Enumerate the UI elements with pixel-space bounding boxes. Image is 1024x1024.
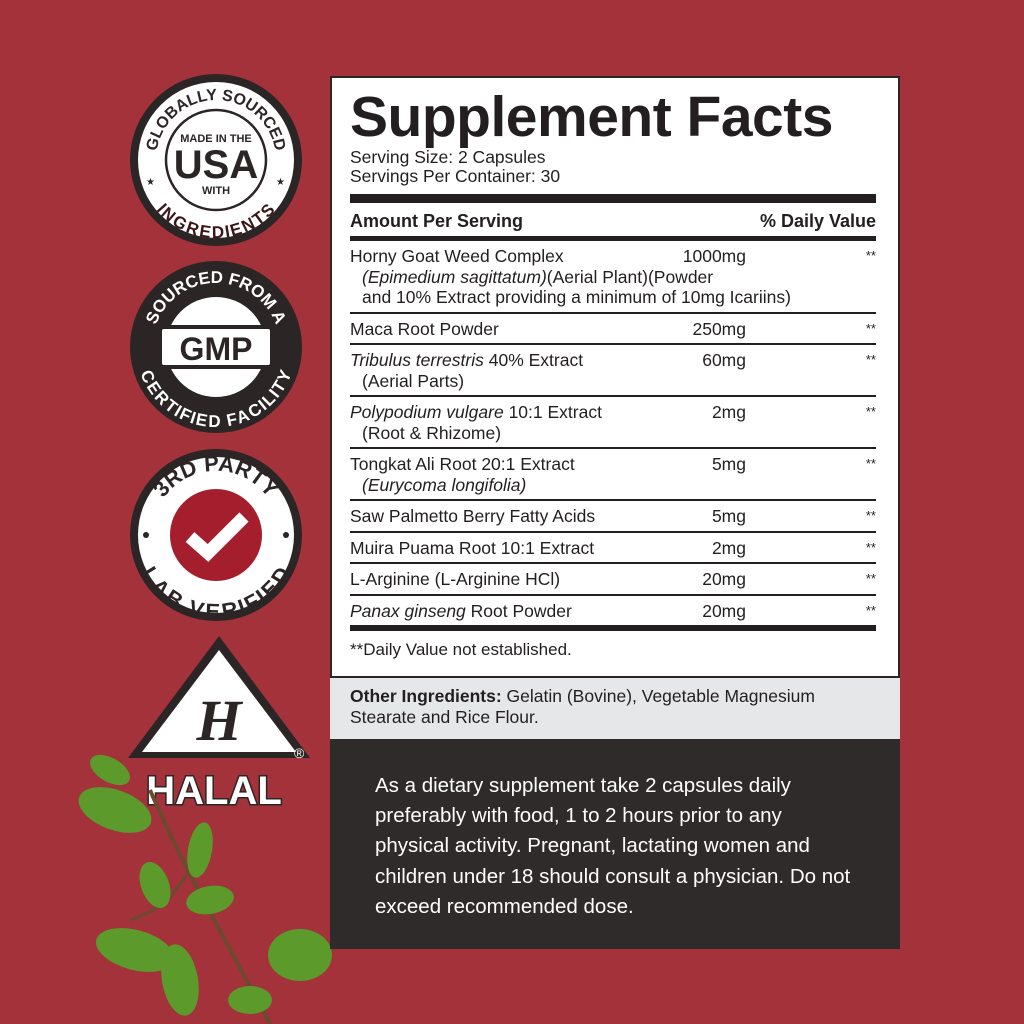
ingredient-name: Muira Puama Root 10:1 Extract (350, 538, 656, 559)
ingredient-detail: (Root & Rhizome) (350, 423, 876, 444)
ingredient-name: Tongkat Ali Root 20:1 Extract (350, 454, 656, 475)
other-ingredients: Other Ingredients: Gelatin (Bovine), Veg… (330, 678, 900, 739)
badge-usa: USA (174, 143, 258, 187)
serving-size: Serving Size: 2 Capsules (350, 147, 546, 167)
ingredient-name: Panax ginseng Root Powder (350, 601, 656, 622)
ingredient-name-italic: Tribulus terrestris (350, 350, 484, 370)
ingredient-name-text: Saw Palmetto Berry Fatty Acids (350, 506, 596, 526)
ingredient-detail-text: (Aerial Plant)(Powder (546, 266, 714, 287)
ingredient-name: Horny Goat Weed Complex (350, 246, 656, 267)
halal-badge: H HALAL ® (128, 636, 310, 812)
ingredient-row: Saw Palmetto Berry Fatty Acids 5mg ** (350, 501, 876, 533)
ingredient-row: Tongkat Ali Root 20:1 Extract 5mg ** (Euryc… (350, 449, 876, 501)
ingredient-detail-italic: (Epimedium sagittatum) (362, 266, 547, 287)
ingredient-row: Horny Goat Weed Complex 1000mg ** (Epimediu… (350, 241, 876, 314)
registered-mark: ® (294, 745, 305, 761)
ingredient-name: Polypodium vulgare 10:1 Extract (350, 402, 656, 423)
supplement-facts-panel: Supplement Facts Serving Size: 2 Capsule… (330, 76, 900, 678)
other-ingredients-label: Other Ingredients: (350, 686, 502, 706)
directions-box: As a dietary supplement take 2 capsules … (330, 739, 900, 949)
ingredient-name-text: Muira Puama Root 10:1 Extract (350, 537, 595, 558)
ingredient-name-text: Horny Goat Weed Complex (350, 246, 564, 266)
ingredient-detail-italic: (Eurycoma longifolia) (362, 474, 527, 495)
ingredient-detail-text: (Root & Rhizome) (362, 422, 502, 443)
ingredient-amount: 5mg (711, 506, 746, 526)
ingredient-row: Muira Puama Root 10:1 Extract 2mg ** (350, 533, 876, 564)
ingredient-daily-value: ** (865, 602, 876, 618)
ingredient-name: Tribulus terrestris 40% Extract (350, 350, 656, 371)
ingredient-daily-value: ** (865, 248, 876, 263)
plant-leaves-image (78, 754, 332, 1024)
made-in-usa-badge: GLOBALLY SOURCED INGREDIENTS MADE IN THE… (130, 74, 302, 246)
ingredient-daily-value: ** (865, 456, 876, 471)
check-icon (185, 512, 249, 562)
ingredient-row: Polypodium vulgare 10:1 Extract 2mg ** (Roo… (350, 397, 876, 449)
ingredient-name-italic: Panax ginseng (350, 600, 466, 621)
ingredient-name-text: 40% Extract (483, 350, 584, 370)
badge-line2: WITH (202, 185, 230, 197)
ingredient-daily-value: ** (865, 320, 876, 336)
ingredient-amount: 250mg (692, 318, 746, 339)
ingredient-amount: 20mg (702, 600, 746, 621)
ingredient-detail: (Epimedium sagittatum)(Aerial Plant)(Pow… (350, 267, 876, 288)
ingredient-amount: 20mg (702, 569, 746, 589)
ingredient-daily-value: ** (865, 539, 876, 555)
ingredient-name-text: 10:1 Extract (503, 402, 602, 422)
ingredient-daily-value: ** (865, 404, 876, 419)
ingredient-amount: 5mg (711, 454, 746, 474)
ingredient-name-italic: Polypodium vulgare (350, 402, 504, 422)
divider (350, 194, 876, 203)
ingredient-name: Saw Palmetto Berry Fatty Acids (350, 506, 656, 527)
ingredient-detail-text: (Aerial Parts) (362, 370, 465, 391)
lab-verified-badge: 3RD PARTY LAB VERIFIED (130, 449, 302, 623)
star-icon: ★ (276, 177, 285, 188)
badge-line1: MADE IN THE (180, 133, 252, 145)
ingredient-row: L-Arginine (L-Arginine HCl) 20mg ** (350, 564, 876, 596)
halal-logo-letter: H (195, 688, 243, 753)
footnote: **Daily Value not established. (350, 640, 572, 659)
directions-text: As a dietary supplement take 2 capsules … (375, 774, 851, 918)
ingredient-amount: 60mg (702, 350, 746, 370)
ingredient-amount: 2mg (711, 537, 746, 558)
ingredient-detail: (Eurycoma longifolia) (350, 475, 876, 496)
gmp-badge: SOURCED FROM A CERTIFIED FACILITY GMP (130, 261, 302, 433)
servings-per-container: Servings Per Container: 30 (350, 166, 561, 186)
facts-title: Supplement Facts (350, 85, 833, 149)
amount-per-serving-header: Amount Per Serving (350, 211, 524, 231)
facts-header: Amount Per Serving % Daily Value (350, 210, 876, 232)
ingredient-daily-value: ** (865, 508, 876, 523)
ingredient-row: Tribulus terrestris 40% Extract 60mg ** (Ae… (350, 345, 876, 397)
ingredient-name-text: L-Arginine (L-Arginine HCl) (350, 569, 561, 589)
other-ingredients-text: Gelatin (Bovine), Vegetable Magnesium St… (350, 686, 815, 727)
ingredient-amount: 2mg (711, 402, 746, 422)
divider (350, 236, 876, 241)
ingredient-name-text: Maca Root Powder (350, 318, 499, 339)
ingredient-daily-value: ** (865, 571, 876, 586)
badge-gmp: GMP (180, 331, 253, 367)
ingredient-row: Maca Root Powder 250mg ** (350, 314, 876, 345)
ingredient-name-text: Tongkat Ali Root 20:1 Extract (350, 454, 575, 474)
ingredient-daily-value: ** (865, 352, 876, 367)
star-icon: ★ (146, 177, 155, 188)
ingredient-row: Panax ginseng Root Powder 20mg ** (350, 596, 876, 626)
ingredient-amount: 1000mg (682, 246, 746, 266)
ingredient-name-text: Root Powder (465, 600, 572, 621)
halal-label: HALAL (146, 769, 282, 812)
ingredient-detail-line2: and 10% Extract providing a minimum of 1… (362, 287, 791, 307)
ingredient-name: Maca Root Powder (350, 319, 656, 340)
ingredient-name: L-Arginine (L-Arginine HCl) (350, 569, 656, 590)
divider (350, 625, 876, 631)
ingredient-detail: (Aerial Parts) (350, 371, 876, 392)
daily-value-header: % Daily Value (759, 211, 876, 231)
